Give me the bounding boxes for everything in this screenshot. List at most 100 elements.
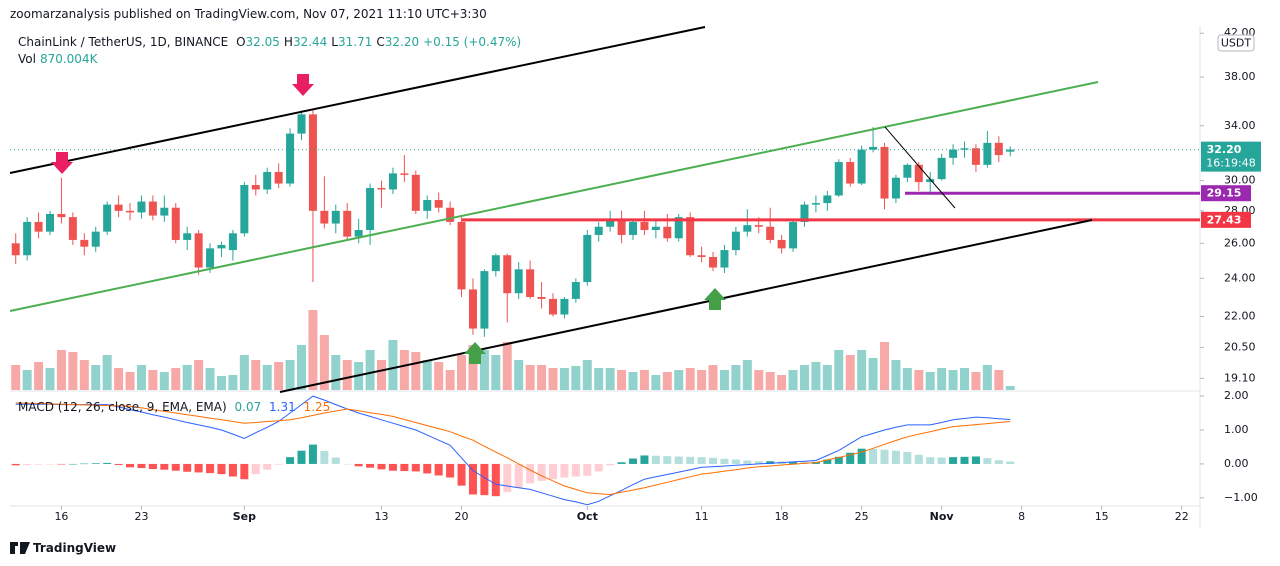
- candle-body: [811, 203, 820, 205]
- candle-body: [57, 213, 66, 218]
- macd-histogram-bar: [697, 457, 706, 464]
- y-tick-label: 22.00: [1224, 309, 1256, 322]
- candle-body: [343, 210, 352, 237]
- x-tick-label: Nov: [930, 510, 955, 523]
- volume-bar: [136, 365, 146, 390]
- macd-histogram-bar: [411, 463, 420, 472]
- macd-histogram-bar: [571, 463, 580, 477]
- candle-body: [686, 217, 695, 256]
- macd-y-tick-label: 0.00: [1224, 457, 1249, 470]
- volume-legend: Vol 870.004K: [18, 52, 101, 66]
- macd-histogram-bar: [709, 457, 718, 464]
- volume-bar: [628, 372, 638, 390]
- candle-body: [217, 244, 226, 249]
- marks: [10, 109, 1200, 505]
- candle-body: [183, 233, 192, 240]
- brand-logo: [10, 542, 30, 554]
- candle-body: [857, 149, 866, 184]
- macd-histogram-bar: [91, 463, 100, 464]
- macd-y-tick-label: −1.00: [1224, 491, 1258, 504]
- macd-histogram-bar: [674, 456, 683, 464]
- macd-y-tick-label: 1.00: [1224, 423, 1249, 436]
- change: +0.15 (+0.47%): [423, 35, 522, 49]
- macd-histogram-bar: [766, 461, 775, 464]
- candle-body: [171, 207, 180, 240]
- macd-histogram-bar: [400, 463, 409, 472]
- y-tick-label: 38.00: [1224, 70, 1256, 83]
- macd-histogram-bar: [80, 463, 89, 465]
- x-tick-label: 25: [855, 510, 869, 523]
- candle-body: [354, 230, 363, 237]
- x-tick-label: 16: [54, 510, 68, 523]
- macd-histogram-bar: [971, 456, 980, 464]
- volume-bar: [891, 360, 901, 390]
- currency-badge[interactable]: [1217, 34, 1255, 52]
- macd-histogram-bar: [686, 456, 695, 464]
- candle-body: [777, 239, 786, 249]
- macd-histogram-bar: [240, 463, 249, 480]
- macd-histogram-bar: [960, 456, 969, 464]
- candle-body: [503, 255, 512, 294]
- macd-histogram-bar: [103, 462, 112, 464]
- macd-histogram-bar: [857, 448, 866, 464]
- volume-bar: [811, 362, 821, 390]
- candle-body: [926, 179, 935, 183]
- macd-histogram-bar: [949, 457, 958, 464]
- volume-bar: [948, 370, 958, 390]
- volume-bar: [228, 375, 238, 390]
- macd-histogram-bar: [468, 463, 477, 495]
- volume-bar: [902, 368, 912, 390]
- candle-body: [949, 149, 958, 158]
- macd-histogram-bar: [320, 451, 329, 464]
- candle-body: [228, 233, 237, 251]
- volume-bar: [239, 355, 249, 390]
- candle-body: [629, 221, 638, 235]
- macd-histogram-bar: [148, 463, 157, 470]
- volume-bar: [639, 370, 649, 390]
- price-axis: 42.0038.0034.0030.0028.0026.0024.0022.00…: [54, 26, 1261, 523]
- candle-body: [697, 255, 706, 257]
- macd-histogram-bar: [194, 463, 203, 473]
- candle-body: [286, 133, 295, 184]
- macd-histogram-bar: [548, 463, 557, 480]
- macd-histogram-bar: [457, 463, 466, 486]
- macd-histogram-bar: [160, 463, 169, 470]
- candle-body: [446, 207, 455, 222]
- volume-bar: [685, 368, 695, 390]
- macd-histogram-bar: [983, 458, 992, 464]
- volume-bar: [377, 360, 387, 390]
- candle-body: [766, 226, 775, 240]
- macd-hist-value: 0.07: [234, 400, 262, 414]
- volume-bar: [731, 365, 741, 390]
- x-tick-label: 8: [1018, 510, 1025, 523]
- trend-line: [9, 81, 1099, 312]
- macd-histogram-bar: [937, 457, 946, 464]
- candle-body: [480, 271, 489, 329]
- macd-histogram-bar: [68, 463, 77, 465]
- candle-body: [331, 210, 340, 224]
- candle-body: [834, 162, 843, 196]
- candle-body: [663, 226, 672, 239]
- candle-body: [846, 162, 855, 184]
- candle-body: [320, 210, 329, 224]
- candle-body: [594, 226, 603, 235]
- trend-line: [884, 126, 956, 209]
- volume-bar: [45, 368, 55, 390]
- volume-bar: [857, 350, 867, 390]
- volume-bar: [559, 368, 569, 390]
- volume-bar: [742, 360, 752, 390]
- macd-histogram-bar: [274, 463, 283, 465]
- volume-bar: [194, 360, 204, 390]
- volume-bar: [674, 370, 684, 390]
- candle-body: [137, 201, 146, 213]
- volume-bar: [79, 360, 89, 390]
- macd-histogram-bar: [263, 463, 272, 470]
- volume-bar: [868, 358, 878, 390]
- macd-histogram-bar: [34, 463, 43, 465]
- macd-value: 1.31: [269, 400, 296, 414]
- macd-y-tick-label: 2.00: [1224, 389, 1249, 402]
- macd-histogram-bar: [46, 463, 55, 465]
- candle-body: [126, 210, 135, 213]
- macd-histogram-bar: [834, 456, 843, 464]
- volume-bar: [479, 350, 489, 390]
